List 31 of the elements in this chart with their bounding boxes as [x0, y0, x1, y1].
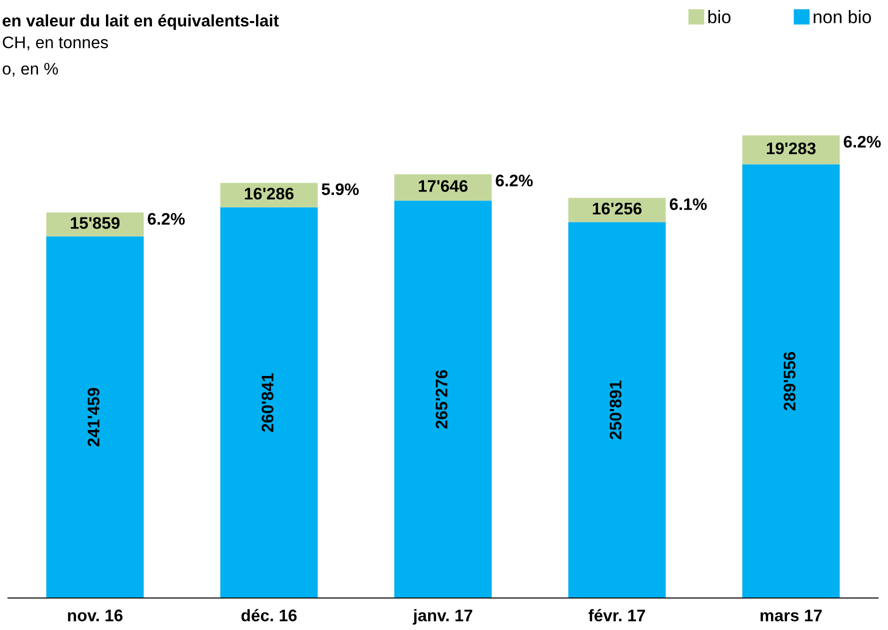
annotation: 6.2% [496, 174, 533, 186]
data-label: 241'459 [88, 388, 100, 446]
x-tick-label: mars 17 [760, 610, 822, 622]
annotation: 6.2% [844, 136, 881, 148]
chart-title: en valeur du lait en équivalents-lait [2, 14, 279, 30]
data-label: 16'286 [244, 188, 294, 200]
annotation: 5.9% [322, 183, 359, 196]
x-tick-label: nov. 16 [68, 610, 122, 622]
annotation: 6.2% [148, 213, 185, 225]
legend-label: bio [708, 10, 731, 24]
bar [742, 164, 840, 598]
annotation: 6.1% [670, 198, 707, 210]
chart-subtitle: CH, en tonnes o, en % [2, 36, 108, 77]
data-label: 19'283 [766, 142, 816, 154]
x-tick-label: janv. 17 [412, 609, 472, 625]
bar [742, 135, 840, 164]
data-label: 15'859 [70, 217, 120, 229]
legend-label: non bio [814, 10, 871, 24]
x-tick-label: févr. 17 [588, 608, 645, 622]
x-tick-label: déc. 16 [241, 608, 297, 622]
data-label: 17'646 [418, 180, 468, 192]
bar [46, 236, 144, 598]
data-label: 250'891 [610, 380, 622, 440]
data-label: 289'556 [784, 352, 796, 410]
data-label: 265'276 [436, 370, 448, 429]
bar [394, 174, 492, 201]
bar [568, 222, 666, 598]
bar [220, 207, 318, 598]
bar [394, 200, 492, 598]
data-label: 16'256 [592, 202, 642, 214]
data-label: 260'841 [262, 373, 274, 432]
